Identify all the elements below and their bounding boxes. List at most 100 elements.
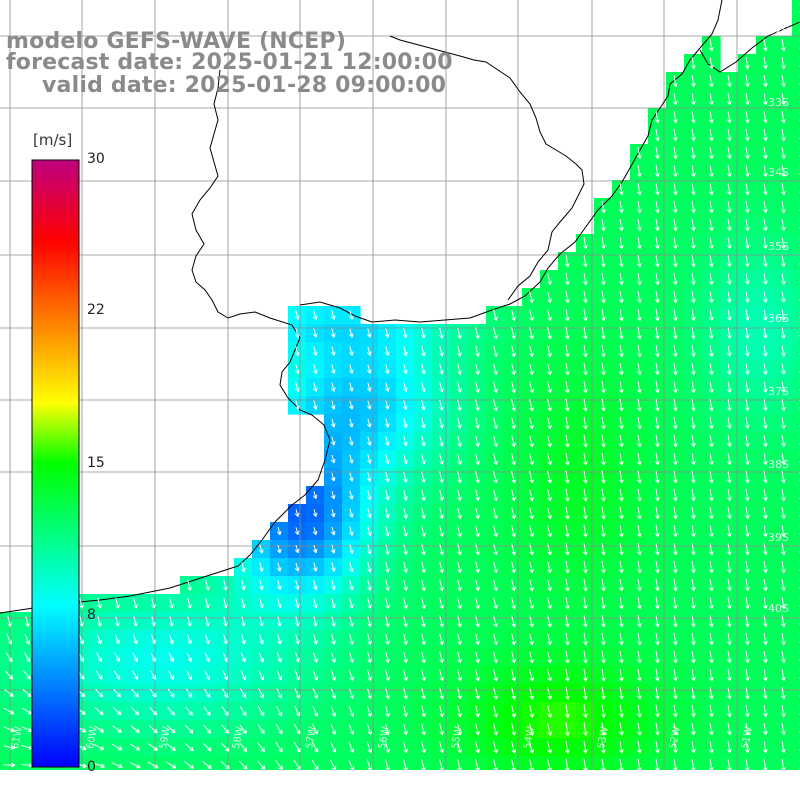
wind-arrow (781, 183, 786, 196)
wind-arrow (727, 237, 732, 249)
wind-arrow (763, 183, 768, 196)
wind-arrow (385, 364, 390, 374)
wind-arrow (439, 345, 444, 357)
wind-arrow (529, 363, 534, 376)
wind-arrow (727, 201, 732, 213)
wind-arrow (583, 327, 588, 340)
wind-arrow (529, 453, 534, 466)
wind-arrow (780, 291, 786, 303)
wind-arrow (763, 219, 768, 231)
coastline (0, 69, 331, 614)
wind-arrow (529, 345, 534, 357)
title-valid-date: valid date: 2025-01-28 09:00:00 (42, 73, 447, 98)
wind-arrow (601, 273, 606, 286)
wind-arrow (691, 309, 696, 321)
wind-arrow (529, 471, 534, 484)
wind-arrow (601, 255, 606, 268)
wind-arrow (331, 382, 336, 392)
wind-arrow (547, 327, 552, 339)
wind-arrow (763, 399, 768, 411)
wind-arrow (619, 291, 624, 304)
colorbar-tick-label: 8 (87, 607, 96, 623)
wind-arrow (637, 273, 642, 286)
wind-arrow (403, 328, 408, 339)
wind-arrow (565, 345, 570, 358)
wind-speed-cell (792, 180, 800, 199)
wind-arrow (421, 471, 426, 483)
wind-arrow (655, 291, 660, 304)
wind-arrow (637, 291, 642, 304)
wind-arrow (511, 453, 516, 466)
wind-arrow (547, 381, 552, 394)
wind-arrow (367, 346, 372, 356)
wind-arrow (457, 417, 462, 429)
wind-arrow (511, 417, 516, 430)
wind-arrow (493, 399, 498, 411)
wind-arrow (619, 470, 624, 484)
wind-arrow (385, 454, 390, 465)
wind-arrow (457, 435, 462, 447)
wind-speed-cell (792, 486, 800, 505)
wind-arrow (673, 291, 678, 303)
wind-arrow (745, 57, 750, 70)
wind-arrow (763, 201, 768, 213)
wind-arrow (673, 75, 678, 88)
wind-speed-cell (792, 108, 800, 127)
wind-arrow (349, 382, 354, 392)
wind-arrow (726, 291, 732, 303)
wind-arrow (583, 470, 588, 484)
wind-arrow (727, 129, 732, 142)
wind-arrow (727, 111, 732, 124)
wind-arrow (673, 201, 678, 214)
wind-arrow (565, 255, 570, 268)
wind-arrow (745, 255, 750, 267)
wind-arrow (655, 201, 660, 214)
wind-arrow (637, 417, 642, 430)
wind-arrow (475, 363, 480, 375)
wind-arrow (709, 111, 714, 124)
wind-arrow (763, 147, 768, 160)
wind-arrow (529, 417, 534, 430)
wind-speed-cell (792, 612, 800, 631)
wind-arrow (637, 471, 642, 484)
wind-arrow (745, 147, 750, 160)
wind-arrow (619, 219, 624, 232)
wind-arrow (493, 453, 498, 465)
wind-arrow (691, 381, 696, 393)
wind-arrow (619, 452, 624, 466)
wind-arrow (403, 453, 408, 465)
wind-arrow (403, 346, 408, 357)
wind-arrow (601, 452, 606, 466)
wind-arrow (745, 93, 750, 106)
wind-arrow (529, 381, 534, 394)
wind-arrow (565, 363, 570, 376)
wind-arrow (601, 363, 606, 376)
wind-speed-cell (792, 576, 800, 595)
latitude-label: 34S (768, 166, 789, 179)
wind-arrow (583, 398, 588, 412)
wind-arrow (403, 382, 408, 392)
wind-arrow (655, 327, 660, 340)
wind-arrow (385, 328, 390, 338)
wind-arrow (655, 147, 660, 160)
wind-arrow (366, 418, 372, 428)
wind-arrow (781, 255, 786, 267)
wind-speed-cell (792, 18, 800, 37)
wind-arrow (709, 435, 714, 447)
wind-arrow (655, 309, 660, 322)
wind-arrow (655, 453, 660, 466)
wind-arrow (385, 400, 390, 410)
wind-arrow (745, 165, 750, 178)
wind-speed-cell (792, 54, 800, 73)
wind-speed-cell (792, 648, 800, 667)
wind-arrow (619, 327, 624, 340)
wind-speed-cell (792, 234, 800, 253)
wind-arrow (673, 327, 678, 339)
bottom-margin (0, 770, 800, 800)
wind-arrow (709, 237, 714, 249)
wind-arrow (691, 75, 696, 88)
wind-arrow (727, 399, 732, 411)
wind-arrow (511, 399, 516, 411)
wind-speed-cell (792, 252, 800, 271)
